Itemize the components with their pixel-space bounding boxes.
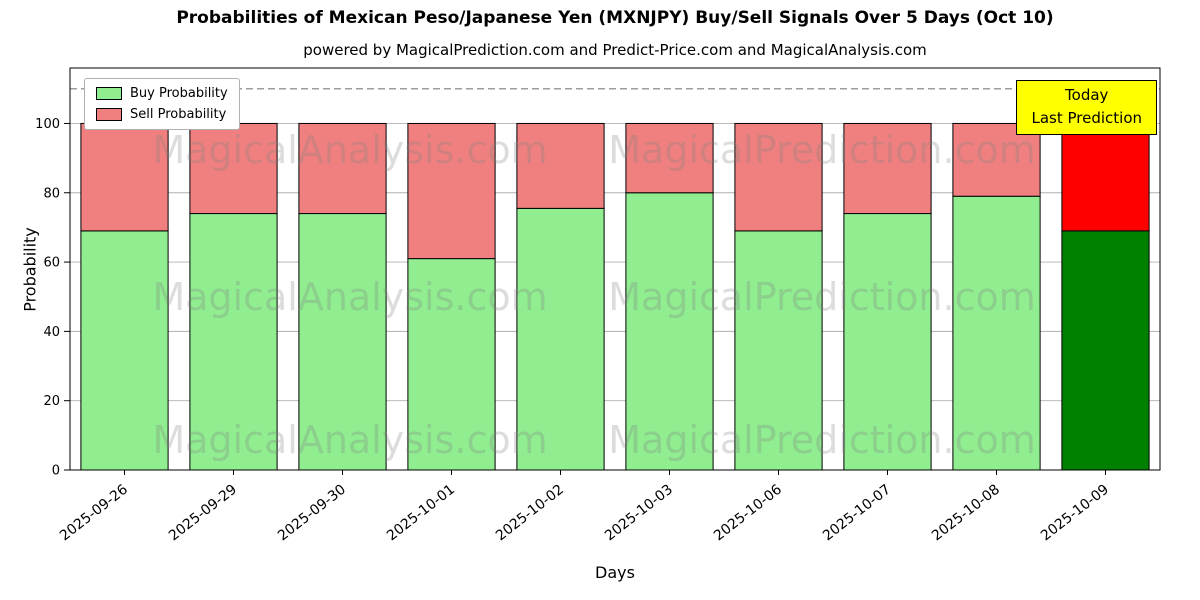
sell-bar-segment bbox=[952, 122, 1041, 197]
buy-bar-segment bbox=[298, 213, 387, 471]
y-tick-label: 20 bbox=[43, 394, 60, 409]
chart-title: Probabilities of Mexican Peso/Japanese Y… bbox=[176, 8, 1054, 28]
x-tick-label: 2025-09-30 bbox=[275, 482, 349, 545]
annotation-line-2: Last Prediction bbox=[1031, 109, 1142, 128]
x-tick-label: 2025-10-06 bbox=[711, 481, 785, 544]
x-tick-label: 2025-10-02 bbox=[493, 482, 567, 545]
sell-bar-segment bbox=[1061, 122, 1150, 232]
buy-bar-segment bbox=[80, 230, 169, 471]
buy-swatch-icon bbox=[96, 87, 122, 100]
buy-bar-segment bbox=[516, 207, 605, 471]
sell-bar-segment bbox=[298, 122, 387, 215]
sell-bar-segment bbox=[516, 122, 605, 209]
y-tick-label: 80 bbox=[43, 186, 60, 201]
buy-bar-segment bbox=[189, 213, 278, 471]
sell-swatch-icon bbox=[96, 108, 122, 121]
x-tick-label: 2025-09-29 bbox=[166, 482, 240, 545]
y-tick-label: 0 bbox=[52, 464, 60, 479]
x-tick-label: 2025-10-01 bbox=[384, 482, 458, 545]
x-tick-label: 2025-10-07 bbox=[820, 482, 894, 545]
legend: Buy Probability Sell Probability bbox=[84, 78, 240, 130]
sell-bar-segment bbox=[80, 122, 169, 232]
annotation-line-1: Today bbox=[1065, 86, 1109, 104]
sell-bar-segment bbox=[625, 122, 714, 194]
sell-bar-segment bbox=[189, 122, 278, 215]
buy-bar-segment bbox=[407, 258, 496, 471]
sell-bar-segment bbox=[843, 122, 932, 215]
buy-bar-segment bbox=[734, 230, 823, 471]
buy-bar-segment bbox=[1061, 230, 1150, 471]
legend-entry-buy: Buy Probability bbox=[96, 86, 228, 101]
chart-subtitle: powered by MagicalPrediction.com and Pre… bbox=[303, 41, 927, 59]
sell-legend-label: Sell Probability bbox=[130, 107, 227, 122]
y-tick-label: 40 bbox=[43, 325, 60, 340]
today-annotation: Today Last Prediction bbox=[1016, 80, 1157, 135]
y-tick-label: 100 bbox=[35, 117, 60, 132]
x-tick-label: 2025-10-09 bbox=[1038, 482, 1112, 545]
buy-bar-segment bbox=[952, 195, 1041, 471]
x-axis-label: Days bbox=[595, 563, 635, 582]
legend-entry-sell: Sell Probability bbox=[96, 107, 228, 122]
x-tick-label: 2025-09-26 bbox=[57, 481, 131, 544]
x-tick-label: 2025-10-03 bbox=[602, 482, 676, 545]
buy-bar-segment bbox=[625, 192, 714, 471]
buy-legend-label: Buy Probability bbox=[130, 86, 228, 101]
x-tick-label: 2025-10-08 bbox=[929, 482, 1003, 545]
y-axis-label: Probability bbox=[20, 227, 40, 312]
plot-border bbox=[69, 67, 1161, 471]
sell-bar-segment bbox=[407, 122, 496, 260]
y-tick-label: 60 bbox=[43, 256, 60, 271]
sell-bar-segment bbox=[734, 122, 823, 232]
buy-bar-segment bbox=[843, 213, 932, 471]
